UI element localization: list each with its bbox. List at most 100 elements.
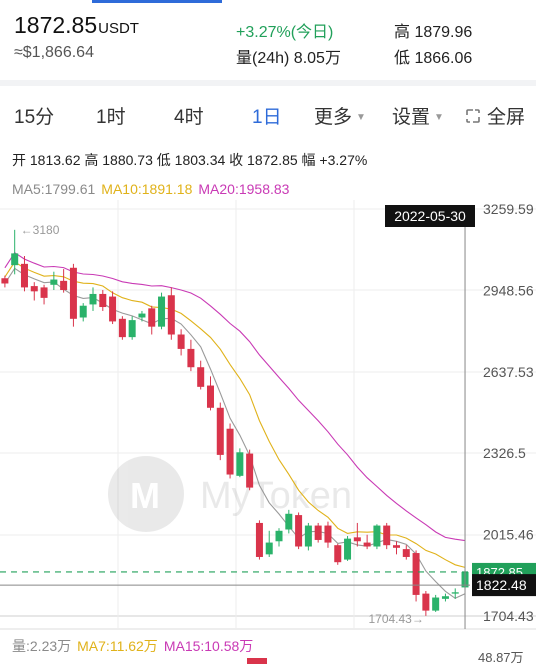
candle bbox=[314, 522, 322, 543]
candle-body bbox=[334, 545, 342, 563]
candle bbox=[118, 316, 126, 340]
tab-4h[interactable]: 4时 bbox=[174, 107, 204, 128]
candle-body bbox=[50, 279, 58, 285]
candle bbox=[246, 449, 254, 491]
candle bbox=[99, 290, 107, 311]
candle bbox=[324, 521, 332, 548]
candle-body bbox=[148, 308, 156, 327]
candle-body bbox=[40, 287, 48, 298]
candle bbox=[109, 291, 117, 325]
candle-body bbox=[285, 513, 293, 530]
candle bbox=[158, 292, 166, 330]
caret-down-icon: ▼ bbox=[434, 112, 444, 123]
candle-body bbox=[295, 515, 303, 547]
y-tick-label: 2637.53 bbox=[483, 364, 534, 380]
watermark: M MyToken bbox=[108, 456, 352, 532]
candle-body bbox=[363, 542, 371, 547]
candle-body bbox=[216, 407, 224, 455]
candle-body bbox=[344, 538, 352, 560]
vol-ma15-value: MA15:10.58万 bbox=[163, 638, 254, 654]
candle bbox=[363, 534, 371, 550]
approx-usd-price: ≈$1,866.64 bbox=[14, 44, 94, 61]
candle bbox=[353, 522, 361, 547]
candle bbox=[275, 528, 283, 547]
ohlc-summary: 开 1813.62 高 1880.73 低 1803.34 收 1872.85 … bbox=[12, 152, 368, 168]
candle bbox=[177, 329, 185, 356]
candle bbox=[1, 275, 9, 288]
volume-legend: 量:2.23万 MA7:11.62万 MA15:10.58万 bbox=[12, 636, 253, 656]
candle bbox=[383, 522, 391, 550]
candle-body bbox=[255, 522, 263, 557]
candle-body bbox=[109, 296, 117, 322]
candle bbox=[60, 269, 68, 293]
crosshair-date-tag: 2022-05-30 bbox=[385, 205, 475, 227]
candle bbox=[334, 543, 342, 565]
candle-body bbox=[324, 525, 332, 543]
watermark-logo-letter: M bbox=[130, 475, 160, 516]
candle-body bbox=[373, 525, 381, 547]
ma20-value: MA20:1958.83 bbox=[198, 181, 290, 197]
candle-body bbox=[79, 305, 87, 318]
tab-settings[interactable]: 设置 ▼ bbox=[392, 102, 444, 129]
max-price-annotation: ←3180 bbox=[21, 223, 60, 237]
candle bbox=[441, 593, 449, 602]
candle bbox=[295, 512, 303, 550]
candle bbox=[79, 303, 87, 322]
candle bbox=[285, 509, 293, 534]
candle-body bbox=[441, 596, 449, 599]
candle-body bbox=[236, 452, 244, 476]
candle-body bbox=[60, 280, 68, 291]
candle-body bbox=[412, 553, 420, 595]
candle-body bbox=[451, 592, 459, 594]
candle-body bbox=[432, 597, 440, 611]
candle bbox=[89, 287, 97, 311]
tab-more[interactable]: 更多 ▼ bbox=[314, 102, 366, 129]
tab-settings-label: 设置 bbox=[392, 107, 431, 128]
candle bbox=[138, 310, 146, 322]
candle bbox=[206, 376, 214, 411]
candle-body bbox=[197, 367, 205, 387]
candle bbox=[344, 536, 352, 561]
candle-body bbox=[11, 253, 19, 266]
section-divider bbox=[0, 80, 536, 86]
candle-body bbox=[304, 525, 312, 547]
candlestick-chart[interactable]: M MyToken ←3180 1704.43→ 3259.59 2948.56 2… bbox=[0, 196, 536, 664]
candle bbox=[402, 545, 410, 560]
grid bbox=[0, 200, 536, 630]
y-tick-label: 3259.59 bbox=[483, 201, 534, 217]
candle bbox=[216, 402, 224, 461]
tab-1d[interactable]: 1日 bbox=[252, 107, 282, 128]
candle-body bbox=[69, 267, 77, 319]
candle-body bbox=[118, 318, 126, 338]
candle bbox=[226, 423, 234, 479]
volume-bar bbox=[247, 658, 267, 664]
tab-fullscreen[interactable]: 全屏 bbox=[464, 102, 525, 129]
candle bbox=[187, 339, 195, 372]
candle-body bbox=[246, 453, 254, 488]
tab-15m[interactable]: 15分 bbox=[14, 107, 55, 128]
candle-body bbox=[383, 525, 391, 546]
ma-legend: MA5:1799.61 MA10:1891.18 MA20:1958.83 bbox=[12, 181, 289, 197]
tab-1h[interactable]: 1时 bbox=[96, 107, 126, 128]
volume-value: 量:2.23万 bbox=[12, 638, 72, 654]
candle bbox=[11, 229, 19, 275]
candle bbox=[20, 256, 28, 292]
y-axis: 3259.59 2948.56 2637.53 2326.5 2015.46 1704.4… bbox=[483, 201, 534, 624]
volume-24h: 量(24h) 8.05万 bbox=[236, 50, 341, 67]
top-tab-indicator bbox=[92, 0, 222, 3]
daily-change: +3.27%(今日) bbox=[236, 24, 334, 41]
last-price: 1872.85USDT bbox=[14, 12, 139, 38]
candle bbox=[422, 590, 430, 616]
candle-body bbox=[353, 537, 361, 542]
candle-body bbox=[392, 545, 400, 548]
candle bbox=[451, 588, 459, 599]
date-tag-bg bbox=[385, 205, 475, 227]
date-tag-text: 2022-05-30 bbox=[394, 208, 466, 224]
fullscreen-icon bbox=[466, 109, 480, 123]
candle bbox=[50, 271, 58, 291]
candle bbox=[373, 524, 381, 550]
candle-body bbox=[206, 385, 214, 408]
candle-body bbox=[128, 320, 136, 338]
candle-body bbox=[275, 530, 283, 542]
candle bbox=[304, 522, 312, 551]
